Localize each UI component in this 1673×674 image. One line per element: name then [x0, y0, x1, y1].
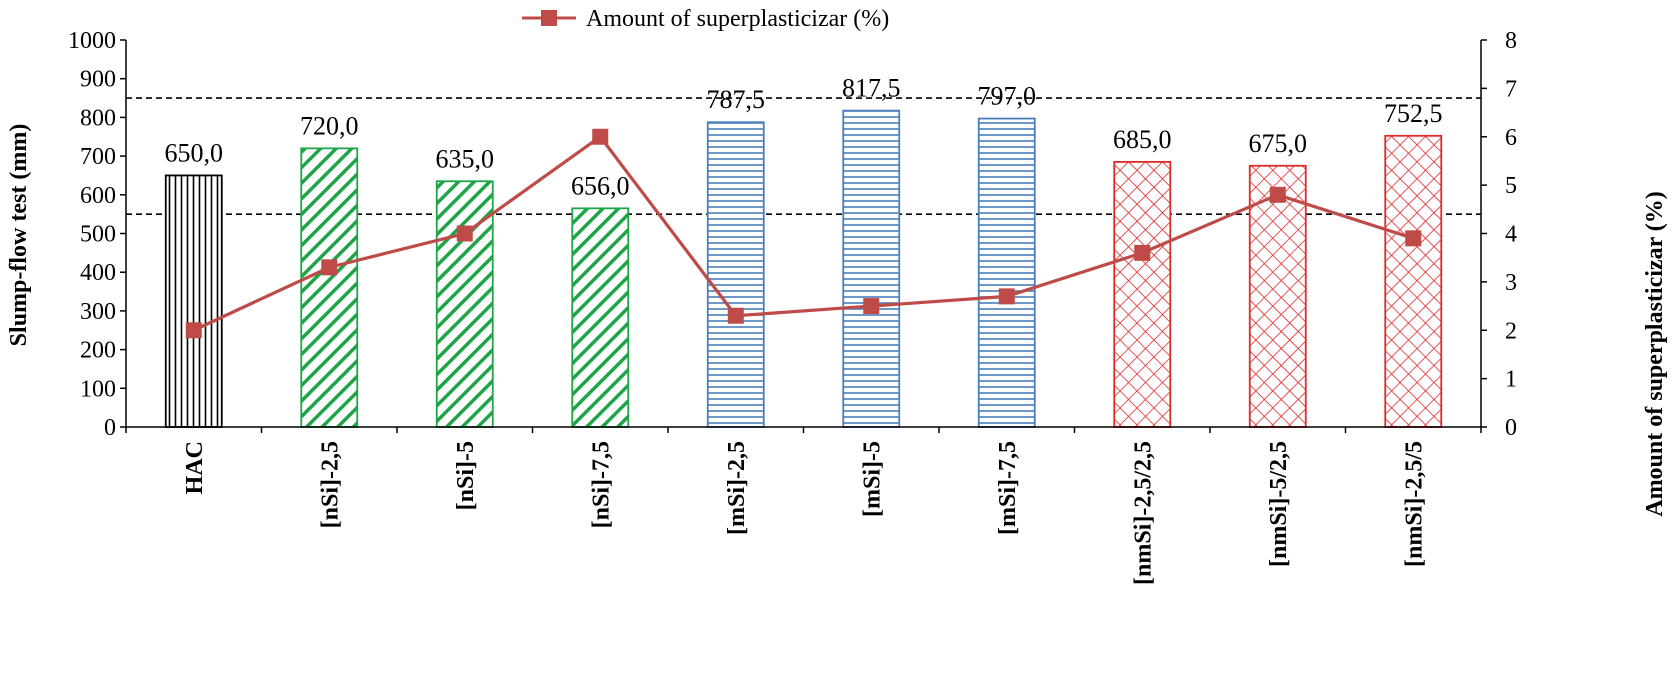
legend-label: Amount of superplasticizar (%): [586, 6, 889, 32]
superplasticizer-marker-2: [456, 225, 473, 242]
superplasticizer-marker-3: [592, 128, 609, 145]
bar-data-label-1: 720,0: [300, 111, 359, 140]
y-right-tick-label-2: 2: [1505, 318, 1517, 344]
y-left-tick-label-6: 600: [80, 183, 116, 209]
x-category-label-6: [mSi]-7,5: [995, 441, 1021, 535]
superplasticizer-marker-1: [321, 259, 338, 276]
bar-7: [1113, 161, 1172, 428]
x-category-label-8: [nmSi]-5/2,5: [1266, 441, 1292, 567]
y-left-tick-label-1: 100: [80, 376, 116, 402]
y-right-tick-label-8: 8: [1505, 28, 1517, 54]
bar-9: [1384, 134, 1443, 428]
bar-1: [300, 147, 359, 428]
bar-data-label-5: 817,5: [842, 74, 901, 103]
bar-data-label-7: 685,0: [1113, 125, 1172, 154]
y-right-tick-label-5: 5: [1505, 173, 1517, 199]
bar-data-label-6: 797,0: [978, 82, 1037, 111]
legend-marker-swatch: [541, 10, 557, 26]
bar-data-label-0: 650,0: [165, 138, 224, 167]
x-category-label-2: [nSi]-5: [453, 441, 479, 510]
x-category-label-7: [nmSi]-2,5/2,5: [1130, 441, 1156, 585]
y-right-tick-label-6: 6: [1505, 125, 1517, 151]
bar-0: [164, 174, 223, 428]
x-category-label-3: [nSi]-7,5: [588, 441, 614, 528]
y-left-tick-label-9: 900: [80, 67, 116, 93]
bar-8: [1248, 164, 1307, 428]
y-left-tick-label-8: 800: [80, 105, 116, 131]
y-right-tick-label-4: 4: [1505, 222, 1517, 248]
y-right-tick-label-3: 3: [1505, 270, 1517, 296]
y-left-tick-label-2: 200: [80, 338, 116, 364]
superplasticizer-marker-7: [1134, 244, 1151, 261]
x-category-label-9: [nmSi]-2,5/5: [1401, 441, 1427, 567]
superplasticizer-marker-8: [1269, 186, 1286, 203]
y-left-tick-label-3: 300: [80, 299, 116, 325]
y-left-tick-label-10: 1000: [68, 28, 116, 54]
y-left-tick-label-7: 700: [80, 144, 116, 170]
superplasticizer-marker-4: [727, 307, 744, 324]
superplasticizer-marker-0: [185, 322, 202, 339]
superplasticizer-marker-6: [998, 288, 1015, 305]
y-left-tick-label-0: 0: [104, 415, 116, 441]
y-left-tick-label-5: 500: [80, 222, 116, 248]
superplasticizer-line: [193, 134, 1414, 332]
y-right-tick-label-0: 0: [1505, 415, 1517, 441]
bar-data-label-2: 635,0: [436, 144, 495, 173]
y-right-tick-label-7: 7: [1505, 76, 1517, 102]
x-category-label-1: [nSi]-2,5: [317, 441, 343, 528]
bar-5: [842, 109, 901, 428]
superplasticizer-marker-5: [863, 298, 880, 315]
bar-6: [977, 117, 1036, 428]
y-right-axis-title: Amount of superplasticizar (%): [1642, 191, 1668, 517]
bar-4: [706, 121, 765, 428]
bar-2: [435, 180, 494, 428]
x-category-label-0: HAC: [182, 441, 208, 494]
x-category-label-4: [mSi]-2,5: [724, 441, 750, 535]
x-category-label-5: [mSi]-5: [859, 441, 885, 517]
superplasticizer-marker-9: [1405, 230, 1422, 247]
y-right-tick-label-1: 1: [1505, 367, 1517, 393]
y-left-tick-label-4: 400: [80, 260, 116, 286]
bar-data-label-9: 752,5: [1384, 99, 1443, 128]
bar-data-label-4: 787,5: [707, 85, 766, 114]
bar-data-label-3: 656,0: [571, 171, 630, 200]
legend: Amount of superplasticizar (%): [522, 6, 889, 32]
bar-3: [571, 207, 630, 428]
y-left-axis-title: Slump-flow test (mm): [6, 124, 32, 347]
bar-data-label-8: 675,0: [1249, 129, 1308, 158]
